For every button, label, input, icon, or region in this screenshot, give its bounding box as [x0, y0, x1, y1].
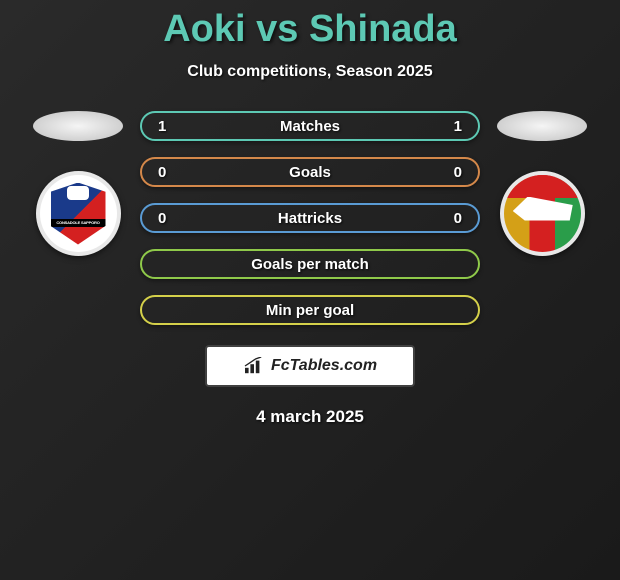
- player-left-column: CONSADOLE SAPPORO: [28, 111, 128, 256]
- branding-text: FcTables.com: [271, 357, 377, 375]
- player-right-column: [492, 111, 592, 256]
- player-left-photo: [33, 111, 123, 141]
- crest-left-shield-icon: CONSADOLE SAPPORO: [51, 183, 106, 245]
- stats-column: 1 Matches 1 0 Goals 0 0 Hattricks 0 Goal…: [140, 111, 480, 325]
- crest-right-top-icon: [504, 175, 581, 198]
- bar-chart-icon: [243, 357, 265, 375]
- crest-left-band-text: CONSADOLE SAPPORO: [51, 219, 106, 227]
- stat-row-goals: 0 Goals 0: [140, 157, 480, 187]
- page-subtitle: Club competitions, Season 2025: [0, 63, 620, 81]
- player-left-crest: CONSADOLE SAPPORO: [36, 171, 121, 256]
- stat-row-min-per-goal: Min per goal: [140, 295, 480, 325]
- crest-left-emblem-icon: [67, 186, 89, 200]
- stat-label: Goals: [289, 164, 331, 181]
- branding-badge: FcTables.com: [205, 345, 415, 387]
- player-right-photo: [497, 111, 587, 141]
- stat-row-goals-per-match: Goals per match: [140, 249, 480, 279]
- stat-left-value: 0: [158, 164, 188, 181]
- stat-row-matches: 1 Matches 1: [140, 111, 480, 141]
- player-right-crest: [500, 171, 585, 256]
- stat-label: Hattricks: [278, 210, 342, 227]
- stat-right-value: 0: [432, 210, 462, 227]
- stat-right-value: 1: [432, 118, 462, 135]
- date-text: 4 march 2025: [0, 407, 620, 427]
- stat-label: Min per goal: [266, 302, 354, 319]
- stat-left-value: 1: [158, 118, 188, 135]
- stat-row-hattricks: 0 Hattricks 0: [140, 203, 480, 233]
- page-title: Aoki vs Shinada: [0, 0, 620, 51]
- stat-left-value: 0: [158, 210, 188, 227]
- stat-label: Goals per match: [251, 256, 369, 273]
- comparison-area: CONSADOLE SAPPORO 1 Matches 1 0 Goals 0 …: [0, 111, 620, 325]
- stat-right-value: 0: [432, 164, 462, 181]
- crest-right-wing-icon: [513, 197, 573, 221]
- stat-label: Matches: [280, 118, 340, 135]
